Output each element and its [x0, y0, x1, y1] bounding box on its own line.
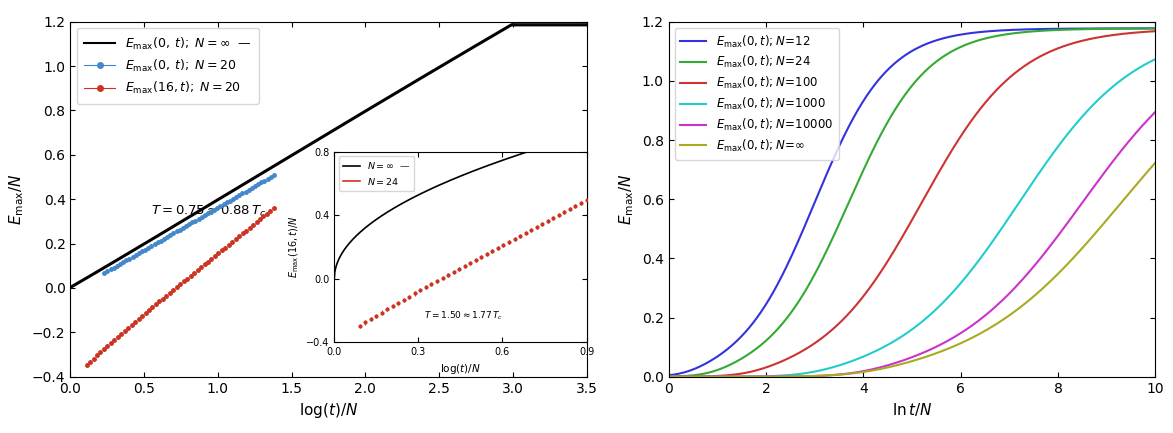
X-axis label: $\log(t)/N$: $\log(t)/N$	[440, 362, 481, 376]
Y-axis label: $E_{\mathrm{max}}/N$: $E_{\mathrm{max}}/N$	[617, 174, 636, 225]
X-axis label: $\log(t)/N$: $\log(t)/N$	[299, 401, 358, 420]
Legend: $E_{\mathrm{max}}(0,t);N\!=\!$12, $E_{\mathrm{max}}(0,t);N\!=\!$24, $E_{\mathrm{: $E_{\mathrm{max}}(0,t);N\!=\!$12, $E_{\m…	[674, 28, 839, 160]
Text: $T = 0.75 \approx 0.88\, T_c$: $T = 0.75 \approx 0.88\, T_c$	[151, 204, 267, 219]
Legend: $N = \infty\;$ —, $N = 24$: $N = \infty\;$ —, $N = 24$	[339, 156, 414, 191]
Y-axis label: $E_{\mathrm{max}}/N$: $E_{\mathrm{max}}/N$	[8, 174, 27, 225]
Legend: $E_{\mathrm{max}}(0,\; t);\; N = \infty\;$ —, $E_{\mathrm{max}}(0,\; t);\; N = 2: $E_{\mathrm{max}}(0,\; t);\; N = \infty\…	[76, 28, 259, 103]
Y-axis label: $E_{\mathrm{max}}(16, t)/N$: $E_{\mathrm{max}}(16, t)/N$	[287, 216, 300, 278]
X-axis label: $\ln t/N$: $\ln t/N$	[891, 401, 933, 418]
Text: $T = 1.50 \approx 1.77\, T_c$: $T = 1.50 \approx 1.77\, T_c$	[423, 309, 503, 322]
